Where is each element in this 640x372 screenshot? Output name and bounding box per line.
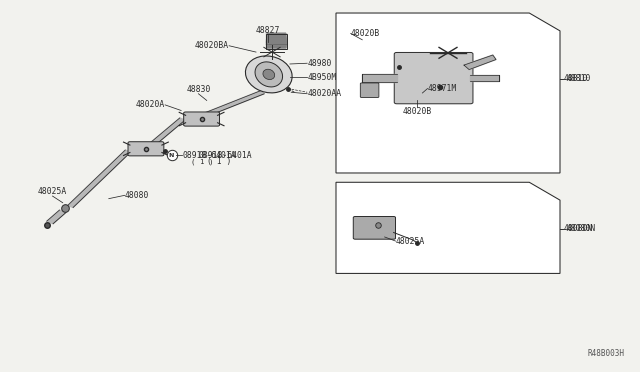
Polygon shape xyxy=(266,42,287,44)
Text: 48025A: 48025A xyxy=(396,237,425,246)
FancyBboxPatch shape xyxy=(353,217,396,239)
Polygon shape xyxy=(266,44,287,45)
Text: 48980: 48980 xyxy=(307,59,332,68)
Text: 48971M: 48971M xyxy=(428,84,457,93)
Ellipse shape xyxy=(255,62,283,87)
Text: 08918-6401A: 08918-6401A xyxy=(198,151,252,160)
Text: 48025A: 48025A xyxy=(38,187,67,196)
Polygon shape xyxy=(68,150,131,208)
FancyBboxPatch shape xyxy=(128,142,164,156)
Polygon shape xyxy=(336,182,560,273)
Polygon shape xyxy=(362,74,397,82)
Polygon shape xyxy=(336,13,560,173)
Text: 48810: 48810 xyxy=(563,74,588,83)
Text: 48020B: 48020B xyxy=(351,29,380,38)
Text: ( 1 ): ( 1 ) xyxy=(207,157,231,166)
Polygon shape xyxy=(151,118,185,144)
Polygon shape xyxy=(266,41,287,42)
Text: 48080: 48080 xyxy=(125,191,149,200)
Polygon shape xyxy=(267,37,286,38)
FancyBboxPatch shape xyxy=(360,83,379,97)
Text: N: N xyxy=(169,153,174,158)
Text: 08918-6401A: 08918-6401A xyxy=(182,151,236,160)
Text: 48020BA: 48020BA xyxy=(195,41,229,50)
Polygon shape xyxy=(268,33,285,34)
Polygon shape xyxy=(266,39,287,40)
Text: 48020AA: 48020AA xyxy=(307,89,341,98)
Polygon shape xyxy=(267,48,286,49)
Text: 48020A: 48020A xyxy=(136,100,165,109)
Polygon shape xyxy=(464,55,496,70)
Text: 48830: 48830 xyxy=(186,85,211,94)
Text: 48080N: 48080N xyxy=(563,224,593,233)
FancyBboxPatch shape xyxy=(394,52,473,104)
Ellipse shape xyxy=(245,56,292,93)
Polygon shape xyxy=(47,210,66,224)
Text: 48080N: 48080N xyxy=(566,224,596,233)
Polygon shape xyxy=(267,46,286,47)
Text: 4B950M: 4B950M xyxy=(307,73,337,81)
Polygon shape xyxy=(267,35,286,36)
Text: R48B003H: R48B003H xyxy=(587,349,624,358)
Ellipse shape xyxy=(263,69,275,80)
Polygon shape xyxy=(204,91,264,116)
Text: 48020B: 48020B xyxy=(403,107,432,116)
Text: 48827: 48827 xyxy=(255,26,280,35)
Polygon shape xyxy=(470,75,499,81)
Text: 48810: 48810 xyxy=(566,74,591,83)
Text: ( 1 ): ( 1 ) xyxy=(191,158,213,165)
FancyBboxPatch shape xyxy=(184,112,220,126)
